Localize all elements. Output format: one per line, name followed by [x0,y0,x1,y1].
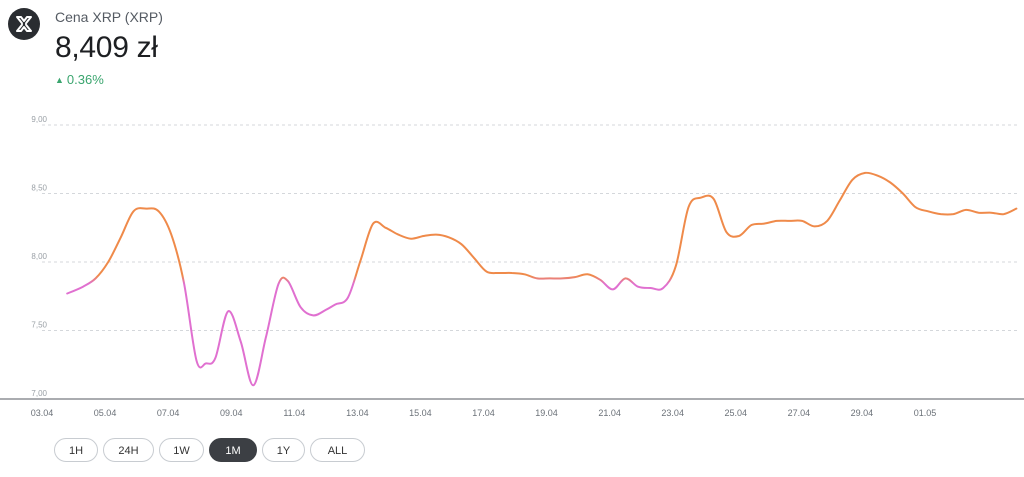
y-tick-label: 8,50 [31,184,47,193]
y-tick-label: 7,50 [31,321,47,330]
xrp-logo-icon [8,8,40,40]
y-tick-label: 9,00 [31,115,47,124]
range-button-24h[interactable]: 24H [103,438,154,462]
x-tick-label: 21.04 [598,408,621,418]
x-tick-label: 01.05 [914,408,937,418]
x-tick-label: 03.04 [31,408,54,418]
price-chart: 9,00 8,50 8,00 7,50 7,00 03.04 05.04 07.04 09.04… [0,115,1024,418]
x-tick-label: 09.04 [220,408,243,418]
x-tick-label: 19.04 [535,408,558,418]
range-button-all[interactable]: ALL [310,438,365,462]
range-button-1h[interactable]: 1H [54,438,98,462]
x-tick-label: 13.04 [346,408,369,418]
time-range-selector: 1H 24H 1W 1M 1Y ALL [54,438,365,462]
range-button-1w[interactable]: 1W [159,438,204,462]
range-button-1m[interactable]: 1M [209,438,257,462]
x-tick-label: 25.04 [724,408,747,418]
x-tick-label: 11.04 [283,408,305,418]
x-tick-label: 23.04 [661,408,684,418]
x-tick-label: 07.04 [157,408,180,418]
price-change-value: 0.36% [66,72,104,87]
coin-name: Cena XRP (XRP) [55,9,163,25]
current-price: 8,409 zł [55,31,158,64]
x-tick-label: 29.04 [851,408,874,418]
range-button-1y[interactable]: 1Y [262,438,305,462]
up-arrow-icon: ▲ [55,75,64,85]
price-line [66,171,1018,387]
x-tick-label: 17.04 [472,408,495,418]
y-tick-label: 7,00 [31,389,47,398]
x-tick-label: 15.04 [409,408,432,418]
y-tick-label: 8,00 [31,252,47,261]
x-tick-label: 27.04 [788,408,811,418]
price-change: ▲ 0.36% [55,72,104,87]
x-tick-label: 05.04 [94,408,117,418]
